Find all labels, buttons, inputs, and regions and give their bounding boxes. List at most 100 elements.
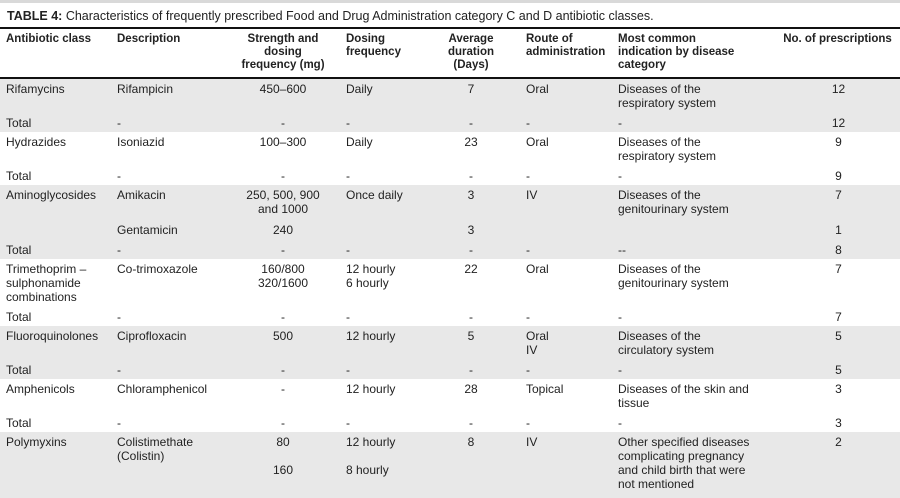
table-row: Trimethoprim – sulphonamide combinations…	[0, 259, 900, 308]
table-cell: -	[117, 116, 121, 130]
table-row: Hydrazides Isoniazid 100–300 Daily 23 Oral Dis…	[0, 132, 900, 167]
table-cell: -	[281, 243, 285, 257]
column-header-5: Average duration (Days)	[420, 29, 520, 79]
table-cell: Amphenicols	[6, 382, 75, 396]
table-cell: Total	[6, 243, 32, 257]
table-row: Amphenicols Chloramphenicol - 12 hourly 28 To…	[0, 379, 900, 414]
total-row: Total - - - - - - 12	[0, 114, 900, 132]
table-cell: 12	[831, 82, 846, 96]
table-cell: 80 160	[272, 435, 294, 477]
column-header-7: Most common indication by disease catego…	[612, 29, 775, 79]
page-top-edge	[0, 0, 900, 3]
table-cell: -	[117, 169, 121, 183]
table-cell: -	[469, 363, 473, 377]
table-cell: Total	[6, 310, 32, 324]
table-cell: Once daily	[346, 188, 403, 202]
table-cell: -	[117, 243, 121, 257]
table-cell: -	[281, 310, 285, 324]
table-row: Gentamicin 240 3 1	[0, 220, 900, 241]
table-row: Rifamycins Rifampicin 450–600 Daily 7 Oral Dis…	[0, 78, 900, 114]
table-cell: -	[526, 169, 530, 183]
table-cell: -	[618, 416, 622, 430]
table-cell: Oral	[526, 82, 549, 96]
table-cell: 12 hourly	[346, 329, 396, 343]
table-cell: -	[469, 169, 473, 183]
table-cell: -	[469, 116, 473, 130]
table-cell: 23	[464, 135, 478, 149]
table-cell: -	[117, 416, 121, 430]
table-cell: Total	[6, 416, 32, 430]
table-title: TABLE 4: Characteristics of frequently p…	[0, 3, 900, 29]
table-cell: 100–300	[259, 135, 307, 149]
table-cell: 250, 500, 900 and 1000	[246, 188, 320, 216]
table-cell: -	[346, 310, 350, 324]
table-cell: -	[281, 169, 285, 183]
table-cell: 2	[835, 435, 842, 449]
total-row: Total - - - - - - 3	[0, 414, 900, 432]
table-cell: 240	[272, 223, 294, 237]
table-cell: 9	[835, 135, 842, 149]
table-cell: -	[281, 382, 285, 396]
table-cell: 5	[835, 363, 842, 377]
table-cell: -	[346, 363, 350, 377]
table-cell	[340, 220, 420, 241]
table-cell: 22	[464, 262, 478, 276]
table-title-label: TABLE 4:	[7, 9, 63, 23]
table-cell: 28	[464, 382, 478, 396]
table-cell: IV	[526, 435, 538, 449]
table-cell: -	[469, 416, 473, 430]
table-cell: -	[526, 116, 530, 130]
table-cell: Total	[6, 363, 32, 377]
table-cell: -	[117, 310, 121, 324]
column-header-6: Route of administration	[520, 29, 612, 79]
table-cell: 3	[467, 188, 475, 202]
table-cell: -	[526, 243, 530, 257]
total-row: Total - - - - - -- 8	[0, 241, 900, 259]
table-cell: 12	[831, 116, 846, 130]
table-body: Rifamycins Rifampicin 450–600 Daily 7 Oral Dis…	[0, 78, 900, 498]
column-header-3: Strength and dosing frequency (mg)	[224, 29, 340, 79]
table-cell: 12 hourly 8 hourly	[346, 435, 396, 477]
table-cell: 450–600	[259, 82, 307, 96]
table-cell: 7	[835, 262, 842, 276]
table-cell: Amikacin	[117, 188, 166, 202]
table-cell: Oral	[526, 262, 549, 276]
table-cell: Total	[6, 116, 32, 130]
table-cell: 8	[835, 243, 842, 257]
table-cell: Diseases of the circulatory system	[618, 329, 715, 357]
table-cell: -	[117, 363, 121, 377]
table-cell	[0, 220, 111, 241]
table-cell: Chloramphenicol	[117, 382, 208, 396]
table-cell: IV	[526, 188, 538, 202]
column-header-1: Antibiotic class	[0, 29, 111, 79]
table-cell: 5	[835, 329, 842, 343]
table-cell: -	[346, 243, 350, 257]
table-cell: 12 hourly 6 hourly	[346, 262, 396, 290]
table-cell: -	[281, 116, 285, 130]
table-cell: Diseases of the genitourinary system	[618, 188, 729, 216]
table-cell: Co-trimoxazole	[117, 262, 198, 276]
table-cell: Oral	[526, 135, 549, 149]
table-cell: 3	[835, 416, 842, 430]
table-cell: Diseases of the respiratory system	[618, 82, 717, 110]
table-cell: -	[618, 310, 622, 324]
table-cell: Polymyxins	[6, 435, 67, 449]
total-row: Total - - - - - - 5	[0, 361, 900, 379]
table-cell: Trimethoprim – sulphonamide combinations	[6, 262, 87, 304]
table-cell: -	[526, 416, 530, 430]
table-cell: Daily	[346, 135, 373, 149]
table-cell: Hydrazides	[6, 135, 67, 149]
table-cell: 12 hourly	[346, 382, 396, 396]
table-cell: Ciprofloxacin	[117, 329, 187, 343]
table-cell: Isoniazid	[117, 135, 165, 149]
table-cell: Fluoroquinolones	[6, 329, 99, 343]
table-cell: --	[618, 243, 626, 257]
table-cell: Diseases of the respiratory system	[618, 135, 717, 163]
table-cell: -	[281, 363, 285, 377]
table-cell: -	[526, 363, 530, 377]
table-cell: Gentamicin	[117, 223, 178, 237]
table-cell: Rifamycins	[6, 82, 65, 96]
table-cell: 7	[835, 188, 842, 202]
table-cell: -	[346, 416, 350, 430]
table-cell: -	[346, 116, 350, 130]
